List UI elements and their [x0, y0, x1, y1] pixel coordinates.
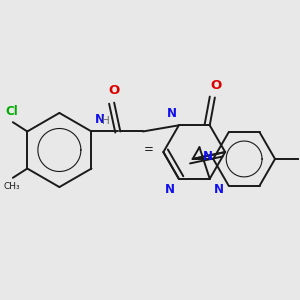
Text: H: H: [102, 116, 110, 126]
Text: O: O: [109, 85, 120, 98]
Text: =: =: [144, 143, 154, 157]
Text: Cl: Cl: [5, 105, 18, 118]
Text: N: N: [202, 150, 212, 163]
Text: N: N: [165, 183, 175, 196]
Text: N: N: [95, 113, 105, 126]
Text: CH₃: CH₃: [4, 182, 20, 191]
Text: O: O: [210, 80, 221, 92]
Text: N: N: [214, 183, 224, 196]
Text: N: N: [167, 107, 177, 120]
